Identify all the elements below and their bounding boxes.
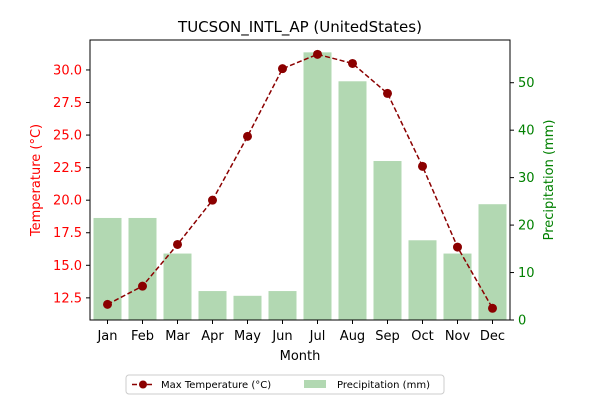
left-y-axis: 12.5 15.0 17.5 20.0 22.5 25.0 27.5 30.0 bbox=[53, 63, 90, 306]
x-tick-label: Sep bbox=[375, 329, 400, 344]
precip-bar-apr bbox=[198, 291, 227, 320]
precip-bar-jul bbox=[303, 52, 332, 320]
right-y-axis: 0 10 20 30 40 50 bbox=[510, 76, 535, 329]
temp-point-jan bbox=[103, 299, 112, 309]
precip-bar-nov bbox=[443, 253, 472, 320]
chart-title: TUCSON_INTL_AP (UnitedStates) bbox=[177, 18, 422, 37]
right-tick-label: 30 bbox=[518, 171, 535, 186]
right-tick-label: 20 bbox=[518, 219, 535, 234]
precip-bar-dec bbox=[478, 204, 507, 320]
temperature-series-line bbox=[107, 53, 494, 309]
x-tick-label: Mar bbox=[165, 329, 190, 344]
x-axis: Jan Feb Mar Apr May Jun Jul Aug Sep Oct Nov Dec bbox=[96, 320, 505, 344]
temp-point-nov bbox=[453, 242, 462, 252]
x-tick-label: Nov bbox=[445, 329, 471, 344]
precipitation-bars bbox=[93, 52, 507, 320]
left-tick-label: 20.0 bbox=[53, 194, 82, 209]
right-tick-label: 40 bbox=[518, 124, 535, 139]
legend: Max Temperature (°C) Precipitation (mm) bbox=[125, 374, 445, 395]
precip-bar-feb bbox=[128, 217, 157, 320]
x-tick-label: Oct bbox=[411, 329, 433, 344]
legend-line-marker bbox=[139, 380, 147, 389]
precip-bar-oct bbox=[408, 240, 437, 320]
temp-point-jul bbox=[313, 49, 322, 59]
x-tick-label: Dec bbox=[480, 329, 505, 344]
right-tick-label: 50 bbox=[518, 76, 535, 91]
precip-bar-mar bbox=[163, 253, 192, 320]
left-y-axis-label: Temperature (°C) bbox=[29, 124, 44, 237]
legend-bar-swatch bbox=[304, 380, 326, 388]
x-tick-label: Jan bbox=[96, 329, 117, 344]
left-tick-label: 27.5 bbox=[53, 96, 82, 111]
temp-point-feb bbox=[138, 281, 147, 291]
x-axis-label: Month bbox=[280, 349, 321, 364]
x-tick-label: Feb bbox=[131, 329, 154, 344]
temp-point-oct bbox=[418, 161, 427, 171]
temp-point-dec bbox=[488, 303, 497, 313]
x-tick-label: May bbox=[234, 329, 261, 344]
temp-point-may bbox=[243, 131, 252, 141]
x-tick-label: Aug bbox=[340, 329, 365, 344]
temp-point-jun bbox=[278, 64, 287, 74]
right-y-axis-label: Precipitation (mm) bbox=[542, 120, 557, 241]
precip-bar-sep bbox=[373, 161, 402, 320]
left-tick-label: 22.5 bbox=[53, 161, 82, 176]
temp-point-aug bbox=[348, 58, 357, 68]
left-tick-label: 12.5 bbox=[53, 291, 82, 306]
right-tick-label: 10 bbox=[518, 266, 535, 281]
legend-box bbox=[125, 374, 445, 395]
right-tick-label: 0 bbox=[518, 314, 526, 329]
temp-point-apr bbox=[208, 195, 217, 205]
left-tick-label: 17.5 bbox=[53, 226, 82, 241]
plot-frame bbox=[89, 39, 511, 321]
precip-bar-may bbox=[233, 295, 262, 320]
legend-label-precipitation: Precipitation (mm) bbox=[337, 380, 430, 391]
left-tick-label: 25.0 bbox=[53, 129, 82, 144]
temperature-line bbox=[103, 49, 497, 313]
legend-label-temperature: Max Temperature (°C) bbox=[161, 380, 271, 391]
left-tick-label: 30.0 bbox=[53, 63, 82, 78]
x-tick-label: Jul bbox=[309, 329, 326, 344]
temp-point-mar bbox=[173, 239, 182, 249]
x-tick-label: Apr bbox=[201, 329, 224, 344]
x-tick-label: Jun bbox=[271, 329, 292, 344]
temp-point-sep bbox=[383, 88, 392, 98]
precip-bar-aug bbox=[338, 81, 367, 320]
left-tick-label: 15.0 bbox=[53, 259, 82, 274]
precip-bar-jun bbox=[268, 291, 297, 320]
